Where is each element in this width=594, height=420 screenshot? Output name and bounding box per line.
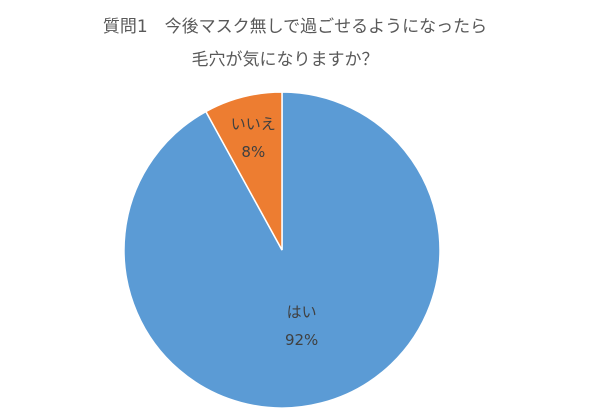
chart-title: 質問1 今後マスク無しで過ごせるようになったら — [103, 17, 487, 37]
value-label: 8% — [241, 143, 265, 161]
chart-title: 毛穴が気になりますか？ — [192, 50, 379, 70]
slice-label: いいえ — [231, 115, 276, 133]
value-label: 92% — [285, 331, 318, 349]
slice-label: はい — [287, 303, 317, 321]
pie-slice — [204, 91, 283, 251]
